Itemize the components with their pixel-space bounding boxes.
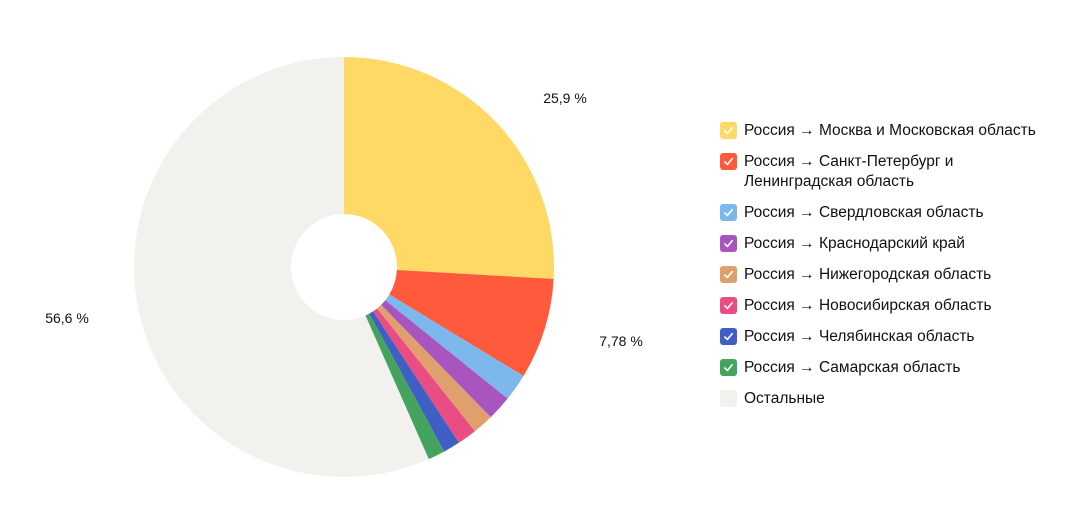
legend-label: Россия → Санкт-Петербург и Ленинградская… — [744, 153, 954, 190]
legend-label: Россия → Нижегородская область — [744, 266, 992, 283]
legend-item[interactable]: Россия → Свердловская область — [720, 203, 1065, 223]
legend-label: Россия → Самарская область — [744, 359, 961, 376]
legend-label: Россия → Новосибирская область — [744, 297, 992, 314]
pie-slice[interactable] — [365, 313, 445, 460]
legend-label: Остальные — [744, 390, 825, 407]
legend-checkbox[interactable] — [720, 153, 737, 170]
check-icon — [724, 208, 733, 217]
check-icon — [724, 239, 733, 248]
legend-checkbox[interactable] — [720, 328, 737, 345]
legend-checkbox[interactable] — [720, 266, 737, 283]
legend-label: Россия → Москва и Московская область — [744, 122, 1036, 139]
legend-item[interactable]: Россия → Нижегородская область — [720, 265, 1065, 285]
pie-slice[interactable] — [385, 294, 524, 399]
check-icon — [724, 270, 733, 279]
chart-legend: Россия → Москва и Московская область Росс… — [720, 121, 1065, 420]
legend-item[interactable]: Остальные — [720, 389, 1065, 409]
pie-slice[interactable] — [372, 308, 475, 443]
pie-slice[interactable] — [377, 304, 491, 432]
pie-slice[interactable] — [389, 270, 554, 377]
legend-item[interactable]: Россия → Новосибирская область — [720, 296, 1065, 316]
legend-item[interactable]: Россия → Москва и Московская область — [720, 121, 1065, 141]
legend-checkbox[interactable] — [720, 235, 737, 252]
legend-checkbox[interactable] — [720, 122, 737, 139]
pie-slice[interactable] — [344, 57, 554, 279]
legend-checkbox[interactable] — [720, 297, 737, 314]
slice-value-label: 25,9 % — [543, 90, 587, 106]
legend-item[interactable]: Россия → Челябинская область — [720, 327, 1065, 347]
legend-item[interactable]: Россия → Самарская область — [720, 358, 1065, 378]
legend-label: Россия → Челябинская область — [744, 328, 975, 345]
slice-value-label: 56,6 % — [45, 310, 89, 326]
check-icon — [724, 363, 733, 372]
legend-label: Россия → Краснодарский край — [744, 235, 965, 252]
pie-slice[interactable] — [381, 300, 508, 418]
pie-slice[interactable] — [369, 311, 459, 452]
legend-checkbox[interactable] — [720, 204, 737, 221]
legend-checkbox[interactable] — [720, 390, 737, 407]
check-icon — [724, 126, 733, 135]
pie-slice[interactable] — [134, 57, 429, 477]
legend-label: Россия → Свердловская область — [744, 204, 984, 221]
legend-checkbox[interactable] — [720, 359, 737, 376]
check-icon — [724, 301, 733, 310]
legend-item[interactable]: Россия → Санкт-Петербург и Ленинградская… — [720, 152, 1065, 192]
check-icon — [724, 157, 733, 166]
slice-value-label: 7,78 % — [599, 333, 643, 349]
legend-item[interactable]: Россия → Краснодарский край — [720, 234, 1065, 254]
check-icon — [724, 332, 733, 341]
